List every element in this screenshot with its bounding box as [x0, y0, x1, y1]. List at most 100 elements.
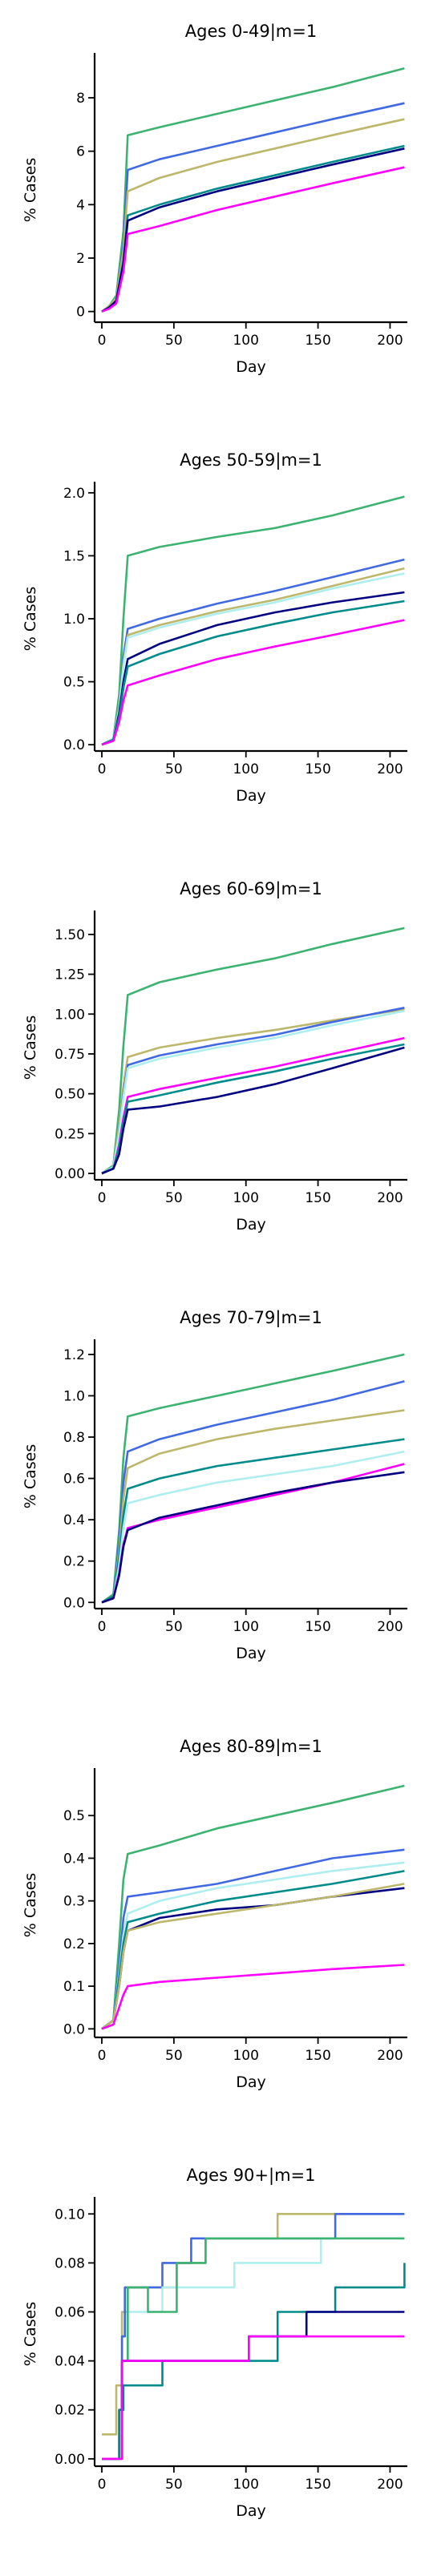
y-tick-label: 0.75: [55, 1047, 85, 1063]
y-tick-label: 0.04: [55, 2354, 85, 2370]
y-tick-label: 0.08: [55, 2255, 85, 2271]
y-tick-label: 0.25: [55, 1126, 85, 1142]
x-tick-label: 150: [305, 1619, 330, 1635]
chart-title: Ages 0-49|m=1: [185, 22, 317, 42]
x-tick-label: 50: [165, 761, 183, 777]
y-tick-label: 1.0: [63, 612, 85, 628]
series-line-1: [101, 927, 405, 1175]
y-tick-label: 0.1: [63, 1979, 85, 1995]
y-tick-label: 0.5: [63, 1808, 85, 1824]
x-axis-label: Day: [236, 2502, 266, 2520]
y-tick-label: 2.0: [63, 486, 85, 502]
x-tick-label: 150: [305, 333, 330, 349]
series-line-2: [101, 1848, 405, 2030]
x-axis-label: Day: [236, 1645, 266, 1662]
x-tick-label: 0: [98, 1619, 107, 1635]
y-tick-label: 0: [76, 305, 85, 321]
series-line-6: [101, 1463, 405, 1604]
y-tick-label: 0.00: [55, 1166, 85, 1182]
x-tick-label: 50: [165, 2048, 183, 2064]
chart-title: Ages 70-79|m=1: [180, 1308, 322, 1328]
series-line-7: [101, 619, 405, 746]
x-tick-label: 100: [233, 2048, 258, 2064]
y-tick-label: 0.00: [55, 2452, 85, 2468]
y-axis-label: % Cases: [22, 1444, 39, 1509]
x-axis-label: Day: [236, 787, 266, 805]
y-tick-label: 0.02: [55, 2403, 85, 2419]
chart-title: Ages 90+|m=1: [186, 2166, 315, 2186]
y-tick-label: 0.5: [63, 675, 85, 691]
series-line-6: [101, 1883, 405, 2030]
x-tick-label: 0: [98, 1190, 107, 1206]
x-tick-label: 50: [165, 1619, 183, 1635]
series-line-3: [101, 118, 405, 313]
y-tick-label: 1.5: [63, 548, 85, 564]
x-tick-label: 150: [305, 1190, 330, 1206]
y-tick-label: 1.2: [63, 1347, 85, 1363]
series-line-7: [101, 1964, 405, 2030]
y-tick-label: 0.50: [55, 1087, 85, 1103]
y-tick-label: 1.50: [55, 927, 85, 943]
series-line-5: [101, 147, 405, 313]
chart-panel-2: Ages 50-59|m=1 0 50 100 150 200 0.0 0.5 1.0 1.5 2.…: [22, 450, 407, 805]
series-line-6: [101, 1043, 405, 1175]
x-tick-label: 200: [377, 2477, 403, 2493]
y-tick-label: 1.25: [55, 967, 85, 983]
series-line-4: [101, 1010, 405, 1175]
chart-panel-1: Ages 0-49|m=1 0 50 100 150 200 0 2 4 6 8 Day % Cases: [22, 22, 407, 376]
series-line-2: [101, 102, 405, 313]
series-line-3: [101, 1861, 405, 2030]
x-tick-label: 150: [305, 2477, 330, 2493]
series-line-7: [102, 2335, 405, 2461]
chart-panel-4: Ages 70-79|m=1 0 50 100 150 200 0.0 0.2 0.4 0.6 0.…: [22, 1308, 407, 1662]
x-tick-label: 50: [165, 1190, 183, 1206]
x-tick-label: 0: [98, 333, 107, 349]
x-tick-label: 100: [233, 1619, 258, 1635]
y-axis-label: % Cases: [22, 158, 39, 223]
y-tick-label: 0.0: [63, 2021, 85, 2037]
x-axis-label: Day: [236, 1216, 266, 1233]
x-tick-label: 200: [377, 2048, 403, 2064]
y-tick-label: 0.3: [63, 1894, 85, 1910]
x-tick-label: 200: [377, 333, 403, 349]
y-tick-label: 8: [76, 91, 85, 107]
x-tick-label: 200: [377, 761, 403, 777]
x-tick-label: 50: [165, 333, 183, 349]
y-axis-label: % Cases: [22, 2302, 39, 2367]
chart-title: Ages 80-89|m=1: [180, 1737, 322, 1757]
y-tick-label: 0.8: [63, 1430, 85, 1446]
x-tick-label: 100: [233, 761, 258, 777]
chart-panel-5: Ages 80-89|m=1 0 50 100 150 200 0.0 0.1 0.2 0.3 0.…: [22, 1737, 407, 2091]
series-line-3: [101, 1409, 405, 1604]
x-tick-label: 100: [233, 2477, 258, 2493]
series-line-5: [101, 1450, 405, 1604]
y-axis-label: % Cases: [22, 1015, 39, 1080]
series-line-7: [101, 1471, 405, 1604]
x-tick-label: 100: [233, 333, 258, 349]
y-tick-label: 0.2: [63, 1554, 85, 1570]
y-tick-label: 0.06: [55, 2305, 85, 2321]
series-line-4: [101, 1438, 405, 1604]
y-tick-label: 0.0: [63, 1595, 85, 1611]
series-line-1: [101, 495, 405, 746]
y-tick-label: 0.6: [63, 1472, 85, 1488]
y-tick-label: 4: [76, 197, 85, 213]
series-line-6: [101, 166, 405, 313]
chart-panel-6: Ages 90+|m=1 0 50 100 150 200 0.00 0.02 0.04 0.06…: [22, 2166, 407, 2520]
y-tick-label: 2: [76, 251, 85, 267]
x-tick-label: 0: [98, 2048, 107, 2064]
x-tick-label: 0: [98, 2477, 107, 2493]
x-axis-label: Day: [236, 358, 266, 376]
x-tick-label: 150: [305, 761, 330, 777]
y-axis-label: % Cases: [22, 1873, 39, 1938]
series-line-2: [101, 1380, 405, 1604]
x-tick-label: 200: [377, 1619, 403, 1635]
y-tick-label: 1.0: [63, 1388, 85, 1404]
x-tick-label: 200: [377, 1190, 403, 1206]
y-tick-label: 0.4: [63, 1512, 85, 1528]
chart-panel-3: Ages 60-69|m=1 0 50 100 150 200 0.00 0.25 0.50 0.…: [22, 879, 407, 1233]
series-line-5: [101, 591, 405, 746]
y-tick-label: 6: [76, 144, 85, 160]
y-axis-label: % Cases: [22, 587, 39, 652]
